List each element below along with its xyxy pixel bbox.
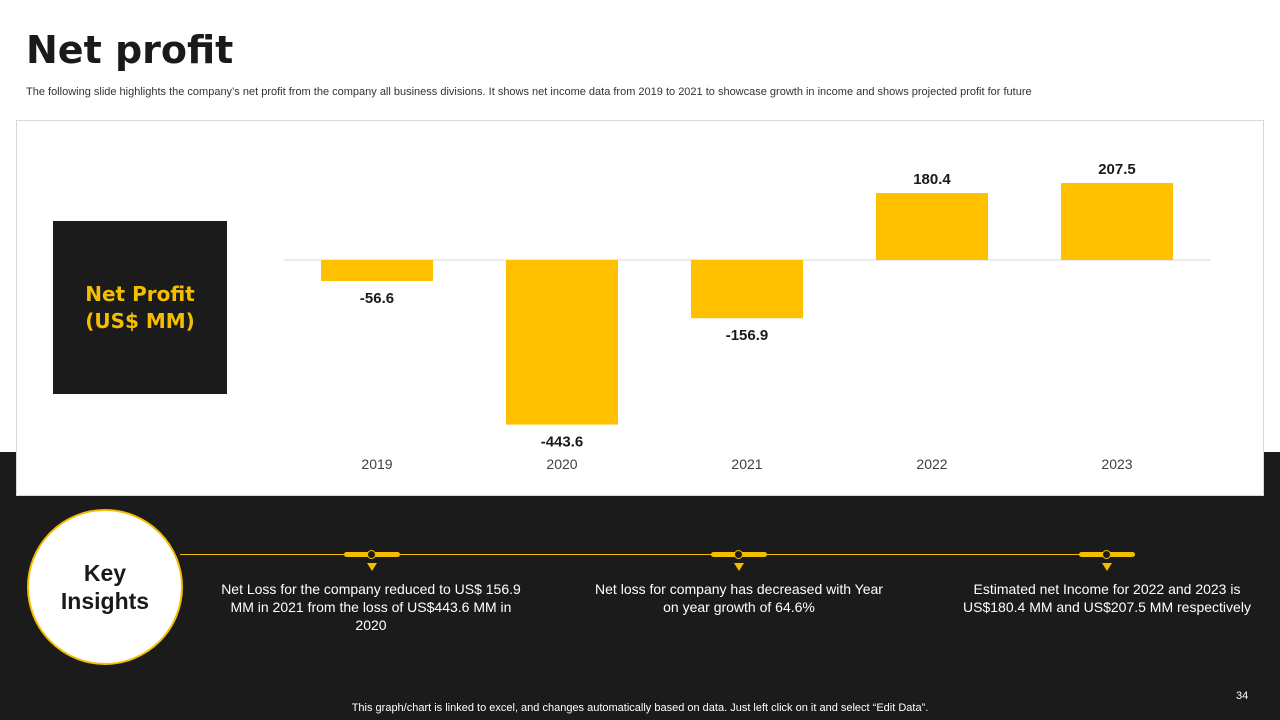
timeline-marker-2 <box>711 550 767 581</box>
timeline-line <box>180 554 1135 555</box>
chart-label-text: Net Profit (US$ MM) <box>85 281 195 333</box>
insight-text-3: Estimated net Income for 2022 and 2023 i… <box>963 581 1251 615</box>
timeline-dot-icon <box>1102 550 1111 559</box>
insight-text-2: Net loss for company has decreased with … <box>595 581 883 615</box>
chart-label-box: Net Profit (US$ MM) <box>53 221 227 394</box>
page-number: 34 <box>1236 690 1249 702</box>
timeline-dot-icon <box>734 550 743 559</box>
down-triangle-icon <box>1102 563 1112 571</box>
timeline-marker-1 <box>344 550 400 581</box>
key-insights-badge: Key Insights <box>27 509 183 665</box>
timeline-marker-3 <box>1079 550 1135 581</box>
footer-note: This graph/chart is linked to excel, and… <box>351 702 929 714</box>
key-insights-title: Key Insights <box>60 560 150 614</box>
dark-background-band <box>0 452 1280 720</box>
down-triangle-icon <box>734 563 744 571</box>
insight-text-1: Net Loss for the company reduced to US$ … <box>221 581 521 633</box>
down-triangle-icon <box>367 563 377 571</box>
page-title: Net profit <box>26 28 234 72</box>
page-subtitle: The following slide highlights the compa… <box>26 86 1032 98</box>
timeline-dot-icon <box>367 550 376 559</box>
